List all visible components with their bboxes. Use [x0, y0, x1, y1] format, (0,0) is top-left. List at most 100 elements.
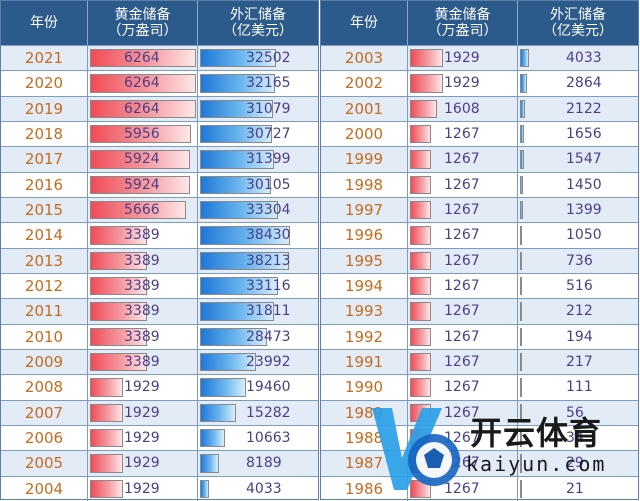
fx-bar: [200, 200, 278, 220]
gold-value: 1929: [444, 50, 480, 67]
fx-cell: 30105: [198, 173, 318, 197]
gold-value: 3389: [124, 303, 160, 320]
gold-bar: [90, 150, 191, 169]
gold-value: 3389: [124, 354, 160, 371]
gold-bar: [410, 251, 432, 270]
gold-cell: 1267: [408, 121, 518, 147]
fx-value: 2864: [566, 75, 602, 92]
fx-value: 10663: [246, 430, 291, 447]
fx-value: 32502: [246, 50, 291, 67]
fx-cell: 516: [518, 274, 638, 298]
table-row: 1995 1267 736: [321, 247, 638, 273]
fx-bar: [520, 403, 522, 422]
gold-value: 3389: [124, 227, 160, 244]
fx-cell: 28473: [198, 325, 318, 349]
fx-cell: 31079: [198, 97, 318, 121]
fx-cell: 31811: [198, 299, 318, 323]
right-table: 年份 黄金储备 （万盎司） 外汇储备 （亿美元） 2003 1929 4033 200…: [320, 0, 639, 501]
fx-bar: [200, 352, 257, 372]
gold-value: 1267: [444, 278, 480, 295]
table-row: 2014 3389 38430: [1, 222, 318, 248]
year-cell: 2015: [1, 197, 88, 223]
gold-bar: [410, 302, 432, 321]
fx-bar: [200, 99, 273, 118]
fx-value: 32165: [246, 75, 291, 92]
gold-value: 5924: [124, 176, 160, 193]
gold-bar: [410, 150, 432, 169]
gold-value: 1267: [444, 151, 480, 168]
gold-cell: 1929: [88, 476, 198, 501]
gold-value: 1267: [444, 379, 480, 396]
fx-bar: [520, 49, 530, 68]
gold-cell: 1929: [88, 425, 198, 451]
header-fx-reserve: 外汇储备 （亿美元）: [543, 7, 613, 39]
table-row: 2001 1608 2122: [321, 95, 638, 121]
table-row: 2019 6264 31079: [1, 95, 318, 121]
fx-cell: 23992: [198, 350, 318, 374]
fx-value: 4033: [246, 480, 282, 497]
year-cell: 2011: [1, 299, 88, 324]
fx-bar: [520, 251, 522, 270]
table-row: 2000 1267 1656: [321, 120, 638, 147]
fx-bar: [200, 378, 246, 397]
fx-bar: [520, 200, 524, 220]
gold-cell: 1929: [408, 46, 518, 71]
year-cell: 1994: [321, 273, 408, 299]
fx-value: 28473: [246, 328, 291, 345]
year-cell: 2000: [321, 121, 408, 147]
year-cell: 2014: [1, 223, 88, 248]
fx-bar: [520, 124, 524, 144]
fx-value: 21: [566, 480, 584, 497]
fx-cell: 29: [518, 451, 638, 475]
fx-bar: [520, 352, 522, 372]
year-cell: 1999: [321, 147, 408, 172]
kaiyun-logo-icon: [372, 408, 460, 490]
year-cell: 2017: [1, 147, 88, 172]
gold-cell: 1267: [408, 375, 518, 400]
fx-cell: 31399: [198, 147, 318, 171]
fx-value: 1656: [566, 126, 602, 143]
right-table-header: 年份 黄金储备 （万盎司） 外汇储备 （亿美元）: [321, 1, 638, 45]
fx-value: 15282: [246, 404, 291, 421]
gold-cell: 5924: [88, 147, 198, 172]
gold-value: 1929: [124, 379, 160, 396]
fx-bar: [200, 276, 278, 296]
gold-cell: 1267: [408, 223, 518, 248]
fx-value: 194: [566, 328, 593, 345]
table-row: 2011 3389 31811: [1, 298, 318, 324]
fx-cell: 736: [518, 249, 638, 273]
fx-bar: [200, 454, 220, 473]
header-gold-reserve: 黄金储备 （万盎司）: [408, 1, 518, 45]
table-row: 2015 5666 33304: [1, 196, 318, 223]
year-cell: 2009: [1, 349, 88, 375]
gold-cell: 5956: [88, 121, 198, 147]
gold-bar: [410, 74, 443, 93]
fx-value: 736: [566, 252, 593, 269]
fx-bar: [520, 276, 522, 296]
year-cell: 2002: [321, 71, 408, 96]
gold-bar: [90, 200, 186, 220]
fx-cell: 1399: [518, 198, 638, 222]
header-year: 年份: [1, 1, 88, 45]
gold-cell: 3389: [88, 223, 198, 248]
fx-bar: [520, 99, 525, 118]
gold-bar: [90, 99, 196, 118]
table-row: 1986 1267 21: [321, 475, 638, 501]
table-row: 2004 1929 4033: [1, 475, 318, 501]
gold-cell: 3389: [88, 248, 198, 273]
year-cell: 1988: [321, 425, 408, 451]
year-cell: 2021: [1, 46, 88, 71]
right-table-body: 2003 1929 4033 2002 1929 2864 2001 1608 2122 2000…: [321, 45, 638, 501]
table-row: 2002 1929 2864: [321, 70, 638, 96]
fx-bar: [520, 428, 522, 448]
gold-bar: [410, 226, 432, 245]
gold-bar: [90, 403, 123, 422]
table-row: 2018 5956 30727: [1, 120, 318, 147]
gold-cell: 1267: [408, 273, 518, 299]
fx-value: 30105: [246, 176, 291, 193]
fx-bar: [200, 479, 210, 498]
gold-bar: [90, 124, 191, 144]
gold-cell: 3389: [88, 349, 198, 375]
table-row: 1996 1267 1050: [321, 222, 638, 248]
year-cell: 2003: [321, 46, 408, 71]
